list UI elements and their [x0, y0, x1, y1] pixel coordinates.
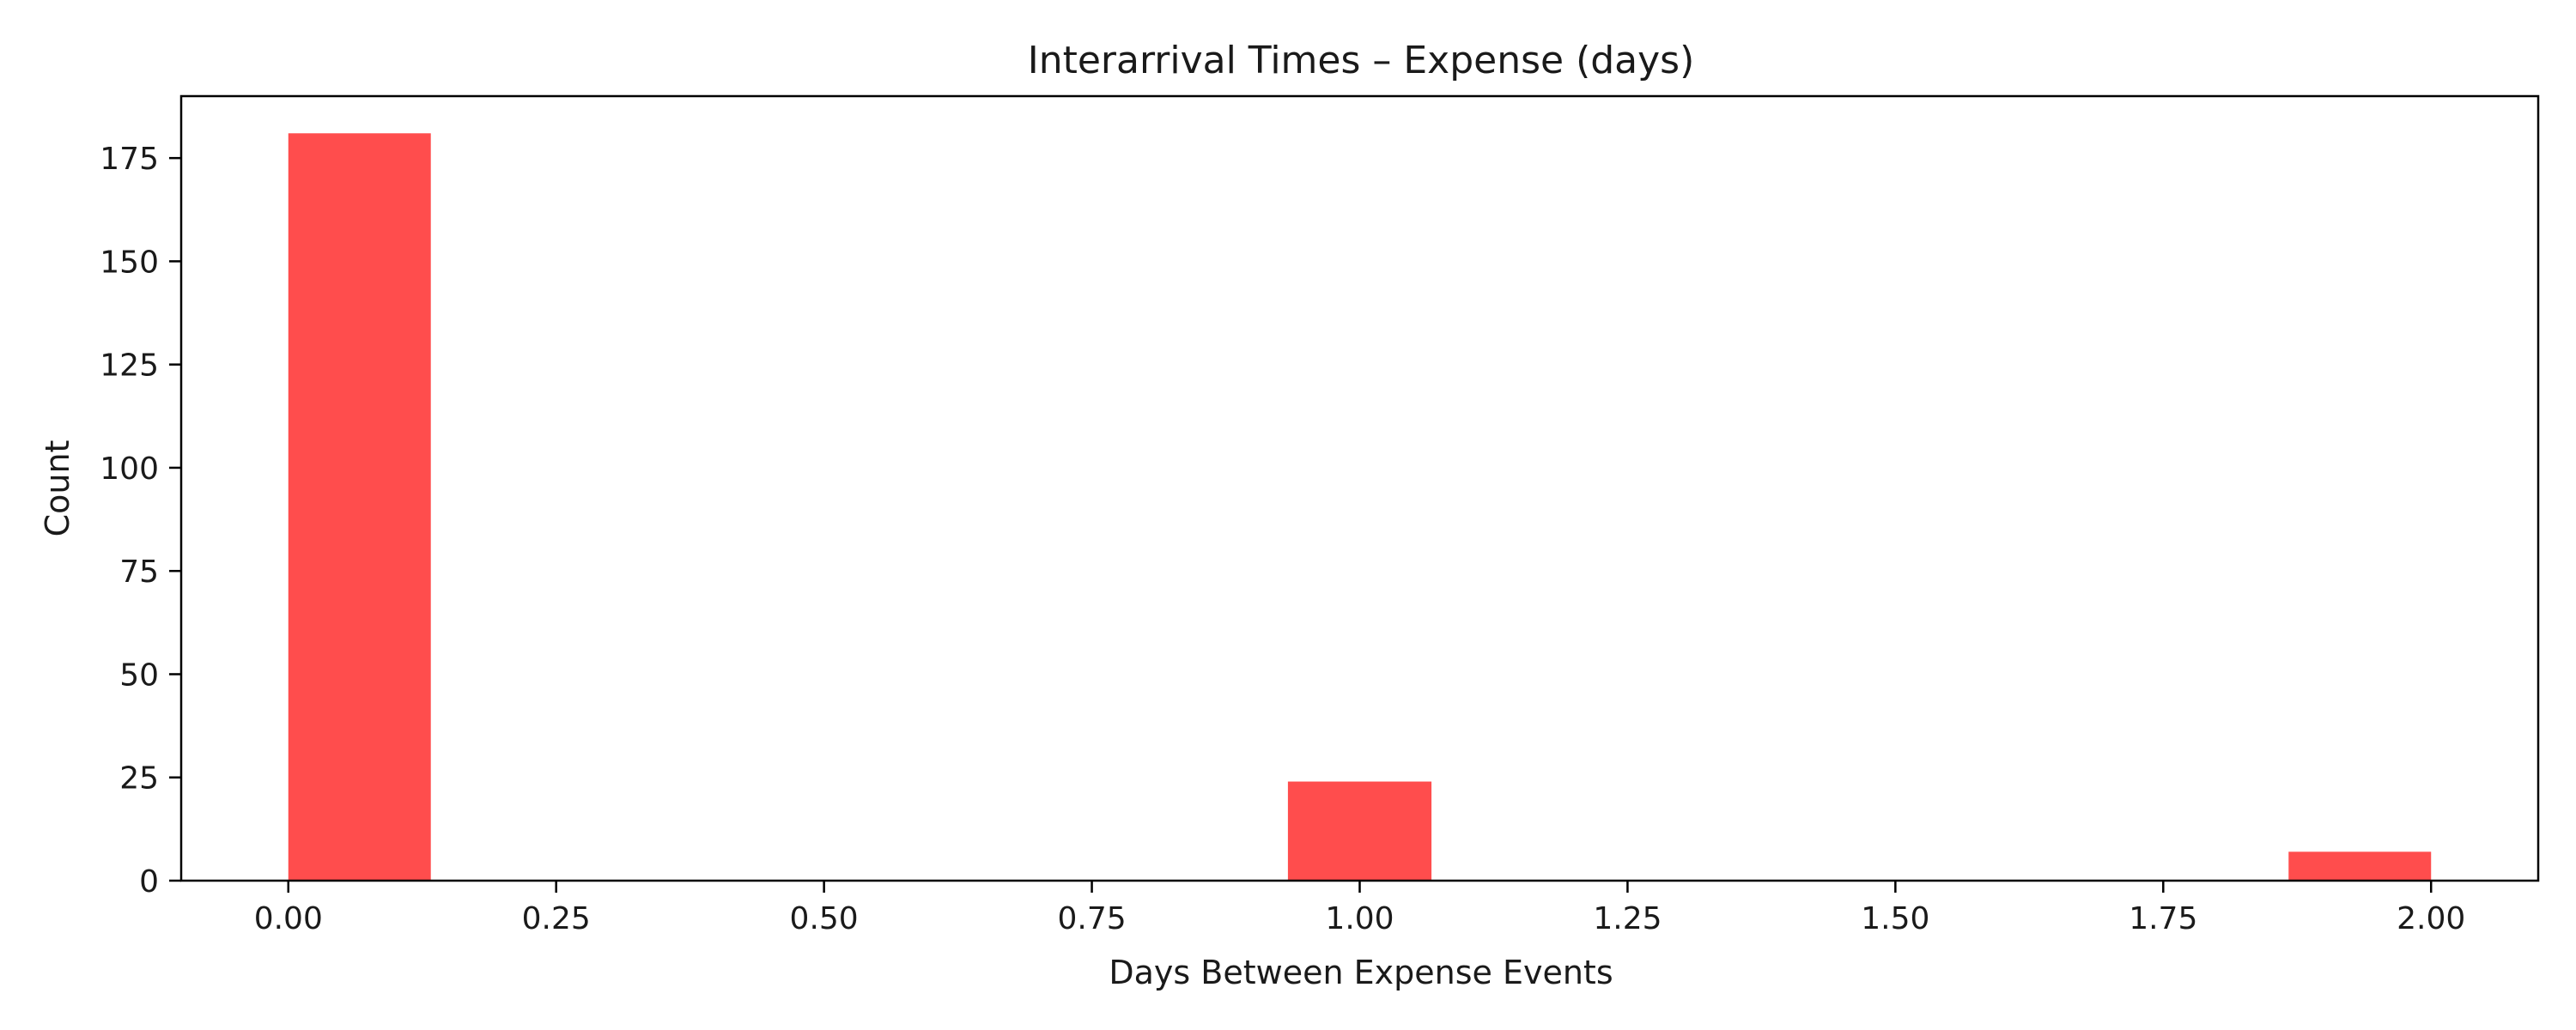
x-tick-label: 1.50 [1861, 901, 1929, 936]
bars-group [288, 133, 2432, 881]
histogram-bar-1 [1287, 781, 1432, 881]
x-tick-label: 2.00 [2397, 901, 2465, 936]
y-axis-ticks: 0 25 50 75 100 125 150 175 [100, 142, 181, 900]
y-tick-label: 25 [119, 761, 159, 797]
y-tick-label: 0 [139, 864, 159, 900]
y-tick-label: 75 [119, 554, 159, 590]
x-tick-label: 0.00 [254, 901, 323, 936]
x-axis-ticks: 0.00 0.25 0.50 0.75 1.00 1.25 1.50 1.75 2.00 [254, 881, 2465, 936]
x-axis-label: Days Between Expense Events [1109, 954, 1613, 991]
y-tick-label: 150 [100, 245, 159, 280]
chart-title: Interarrival Times – Expense (days) [1028, 39, 1695, 82]
x-tick-label: 1.75 [2129, 901, 2197, 936]
y-axis-label: Count [39, 440, 76, 537]
histogram-bar-2 [2288, 851, 2432, 881]
histogram-bar-0 [288, 133, 431, 881]
y-tick-label: 100 [100, 451, 159, 487]
x-tick-label: 0.75 [1057, 901, 1126, 936]
x-tick-label: 0.50 [790, 901, 859, 936]
y-tick-label: 175 [100, 142, 159, 177]
y-tick-label: 50 [119, 657, 159, 693]
y-tick-label: 125 [100, 348, 159, 384]
x-tick-label: 1.25 [1593, 901, 1662, 936]
x-tick-label: 1.00 [1325, 901, 1394, 936]
x-tick-label: 0.25 [522, 901, 591, 936]
